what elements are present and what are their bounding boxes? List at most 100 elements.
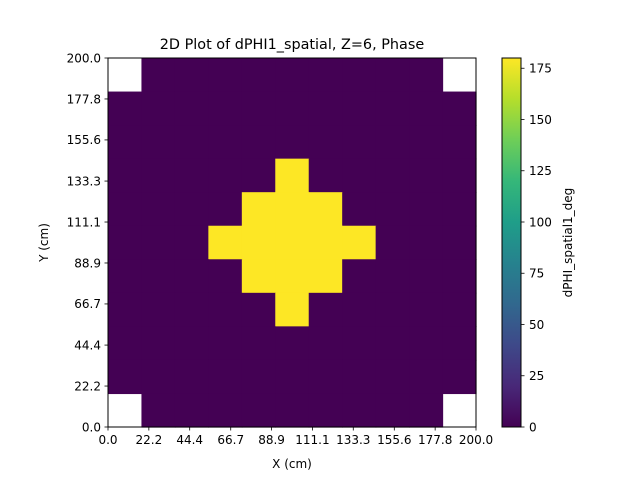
heatmap-cell [275, 393, 310, 428]
heatmap-cells [108, 58, 477, 428]
heatmap-cell [208, 192, 243, 227]
heatmap-cell [208, 326, 243, 361]
heatmap-cell [342, 58, 377, 93]
heatmap-cell [208, 125, 243, 160]
y-tick-label: 22.2 [74, 379, 101, 393]
heatmap-cell [442, 326, 477, 361]
heatmap-cell [141, 158, 176, 193]
y-axis-label: Y (cm) [37, 223, 51, 263]
x-tick-label: 177.8 [418, 433, 452, 447]
heatmap-cell [308, 58, 343, 93]
colorbar-tick-label: 50 [529, 318, 544, 332]
heatmap-cell [174, 225, 209, 260]
heatmap-cell [275, 359, 310, 395]
heatmap-cell [241, 393, 276, 428]
heatmap-cell [375, 259, 410, 294]
heatmap-cell [108, 259, 143, 294]
heatmap-cell [308, 259, 343, 294]
heatmap-cell [342, 225, 377, 260]
heatmap-cell [208, 91, 243, 126]
heatmap-cell [108, 359, 143, 395]
heatmap-cell [409, 326, 444, 361]
heatmap-cell [342, 359, 377, 395]
heatmap-cell [241, 58, 276, 93]
heatmap-cell [174, 326, 209, 361]
heatmap-cell [141, 58, 176, 93]
heatmap-cell [141, 192, 176, 227]
colorbar-tick-label: 125 [529, 164, 552, 178]
heatmap-cell [241, 91, 276, 126]
heatmap-cell [208, 58, 243, 93]
heatmap-cell [241, 192, 276, 227]
heatmap-cell [308, 91, 343, 126]
heatmap-cell [442, 292, 477, 327]
heatmap-cell [141, 91, 176, 126]
heatmap-cell [442, 225, 477, 260]
heatmap-cell [275, 58, 310, 93]
heatmap-cell [174, 192, 209, 227]
heatmap-cell [108, 158, 143, 193]
y-tick-label: 0.0 [82, 420, 101, 434]
heatmap-cell [442, 192, 477, 227]
heatmap-cell [275, 259, 310, 294]
heatmap-cell [409, 91, 444, 126]
heatmap-cell [375, 192, 410, 227]
y-tick-label: 177.8 [67, 92, 101, 106]
heatmap-cell [342, 326, 377, 361]
heatmap-cell [208, 225, 243, 260]
heatmap-cell [342, 125, 377, 160]
heatmap-cell [375, 91, 410, 126]
heatmap-cell [409, 58, 444, 93]
heatmap-cell [308, 292, 343, 327]
chart-title: 2D Plot of dPHI1_spatial, Z=6, Phase [160, 37, 425, 53]
y-tick-label: 66.7 [74, 297, 101, 311]
heatmap-cell [174, 58, 209, 93]
heatmap-cell [241, 292, 276, 327]
heatmap-cell [342, 292, 377, 327]
heatmap-cell [442, 91, 477, 126]
heatmap-cell [442, 259, 477, 294]
heatmap-cell [342, 192, 377, 227]
heatmap-cell [342, 91, 377, 126]
colorbar-label: dPHI_spatial1_deg [561, 188, 575, 298]
x-tick-label: 44.4 [176, 433, 203, 447]
heatmap-cell [241, 359, 276, 395]
heatmap-cell [241, 259, 276, 294]
heatmap-cell [108, 326, 143, 361]
heatmap-cell [375, 292, 410, 327]
y-tick-label: 88.9 [74, 256, 101, 270]
heatmap-cell [141, 326, 176, 361]
heatmap-cell [409, 192, 444, 227]
heatmap-cell [108, 91, 143, 126]
colorbar [501, 57, 522, 428]
heatmap-cell [442, 359, 477, 395]
heatmap-cell [308, 192, 343, 227]
y-tick-label: 200.0 [67, 51, 101, 65]
colorbar-tick-label: 175 [529, 62, 552, 76]
x-axis: 0.0 22.2 44.4 66.7 88.9 111.1 133.3 155.6 177.8 2… [98, 427, 493, 447]
plot-frame [107, 57, 477, 428]
heatmap-cell [141, 125, 176, 160]
colorbar-tick-label: 100 [529, 215, 552, 229]
heatmap-cell [375, 225, 410, 260]
y-tick-label: 133.3 [67, 174, 101, 188]
heatmap-cell [275, 158, 310, 193]
x-tick-label: 133.3 [336, 433, 370, 447]
heatmap-cell [174, 359, 209, 395]
heatmap-cell [409, 125, 444, 160]
colorbar-tick-label: 150 [529, 113, 552, 127]
heatmap-cell [409, 292, 444, 327]
heatmap-cell [375, 125, 410, 160]
heatmap-cell [241, 326, 276, 361]
heatmap-cell [308, 225, 343, 260]
heatmap-cell [208, 393, 243, 428]
heatmap-cell [174, 292, 209, 327]
heatmap-cell [308, 359, 343, 395]
heatmap-cell [375, 326, 410, 361]
heatmap-cell [108, 225, 143, 260]
heatmap-cell [241, 225, 276, 260]
x-tick-label: 66.7 [217, 433, 244, 447]
heatmap-cell [141, 359, 176, 395]
